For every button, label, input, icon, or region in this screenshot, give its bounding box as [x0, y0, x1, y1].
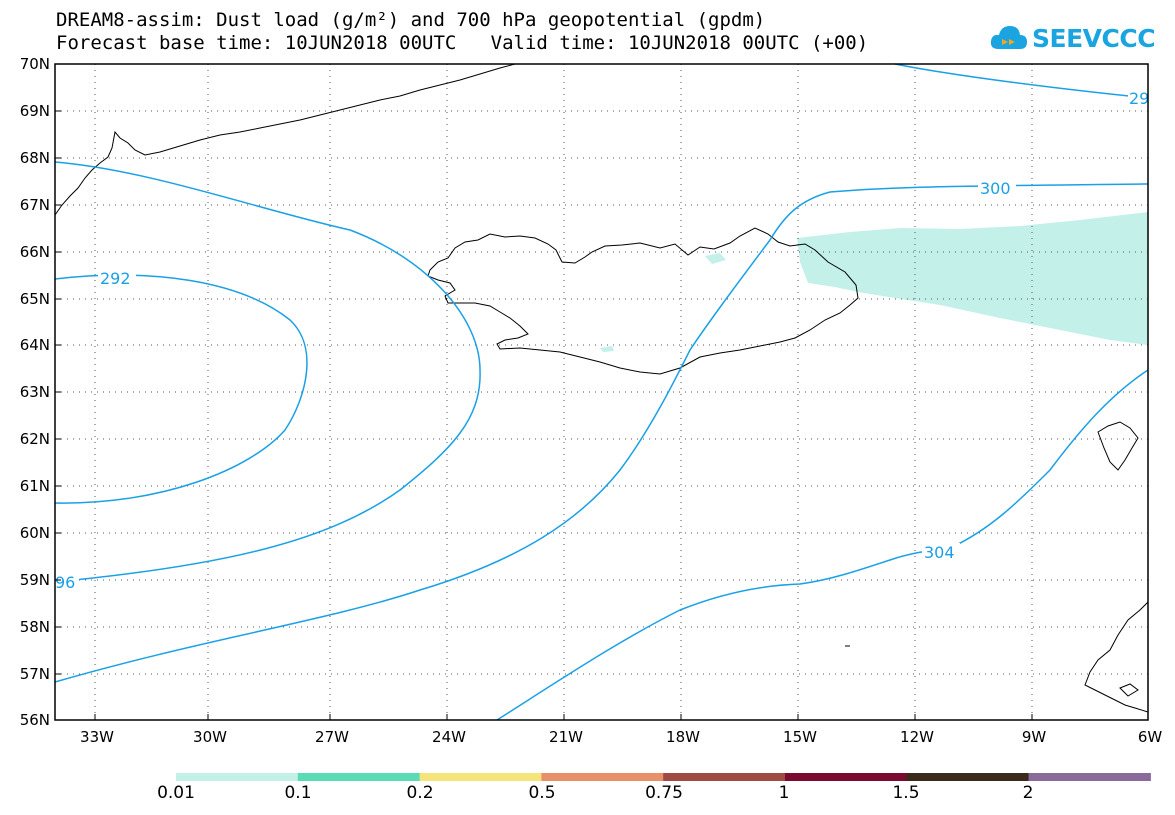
lat-label: 58N	[20, 618, 50, 636]
lon-label: 30W	[193, 728, 227, 746]
scotland-coast	[1084, 601, 1149, 713]
cloud-logo-icon	[990, 26, 1027, 49]
colorbar-label: 0.2	[406, 783, 434, 803]
colorbar	[176, 773, 1151, 781]
colorbar-label: 0.1	[284, 783, 312, 803]
contour-304	[496, 369, 1149, 721]
colorbar-label: 0.5	[528, 783, 556, 803]
lat-label: 69N	[20, 102, 50, 120]
greenland-coast	[54, 63, 516, 216]
lon-label: 15W	[783, 728, 817, 746]
island-coast	[1119, 683, 1139, 697]
lat-label: 67N	[20, 196, 50, 214]
colorbar-swatch	[785, 773, 908, 781]
colorbar-swatch	[419, 773, 542, 781]
colorbar-swatch	[1028, 773, 1151, 781]
contour-labels: 292 96 300 304 29	[55, 89, 1149, 592]
seevccc-logo: SEEVCCC	[990, 20, 1156, 56]
lon-label: 12W	[900, 728, 934, 746]
lon-labels: 33W 30W 27W 24W 21W 18W 15W 12W 9W 6W	[80, 728, 1162, 746]
grid-lines	[55, 64, 1148, 720]
colorbar-swatch	[906, 773, 1030, 781]
lon-label: 21W	[549, 728, 583, 746]
contour-label-292: 292	[100, 269, 131, 288]
coastlines	[54, 63, 1149, 713]
lon-label: 24W	[432, 728, 466, 746]
lon-label: 6W	[1138, 728, 1163, 746]
tick-marks	[55, 110, 1033, 720]
lat-label: 64N	[20, 336, 50, 354]
contour-label-304: 304	[924, 543, 955, 562]
colorbar-label: 0.75	[645, 783, 683, 803]
colorbar-swatch	[176, 773, 299, 781]
lat-label: 70N	[20, 55, 50, 73]
contour-label-300: 300	[980, 179, 1011, 198]
lat-label: 62N	[20, 430, 50, 448]
colorbar-swatch	[663, 773, 786, 781]
colorbar-label: 2	[1022, 783, 1034, 803]
dust-load-spot	[600, 346, 614, 352]
title-line-2: Forecast base time: 10JUN2018 00UTC Vali…	[56, 32, 869, 54]
colorbar-swatch	[541, 773, 664, 781]
colorbar-label: 0.01	[157, 783, 195, 803]
lat-label: 63N	[20, 383, 50, 401]
contour-top	[894, 63, 1149, 99]
lat-label: 61N	[20, 477, 50, 495]
lat-label: 56N	[20, 711, 50, 729]
lat-label: 66N	[20, 243, 50, 261]
iceland-coast	[427, 227, 859, 375]
logo-text: SEEVCCC	[1032, 23, 1156, 53]
dust-load-spot	[705, 253, 726, 264]
lon-label: 27W	[315, 728, 349, 746]
colorbar-swatch	[297, 773, 421, 781]
contour-292-inner	[54, 274, 308, 504]
lat-label: 59N	[20, 571, 50, 589]
contour-296	[54, 161, 481, 583]
colorbar-label: 1.5	[892, 783, 920, 803]
lat-label: 65N	[20, 290, 50, 308]
colorbar-label: 1	[778, 783, 790, 803]
lat-labels: 70N 69N 68N 67N 66N 65N 64N 63N 62N 61N …	[20, 55, 50, 729]
title-line-1: DREAM8-assim: Dust load (g/m²) and 700 h…	[56, 9, 766, 31]
lat-label: 57N	[20, 665, 50, 683]
contour-300-lower	[54, 183, 1149, 683]
lat-label: 60N	[20, 524, 50, 542]
lon-label: 18W	[666, 728, 700, 746]
lat-label: 68N	[20, 149, 50, 167]
faroe-coast	[1097, 421, 1139, 471]
contour-label-29: 29	[1129, 89, 1149, 108]
dust-load-area	[797, 212, 1148, 345]
geopotential-contours	[54, 63, 1149, 721]
lon-label: 9W	[1022, 728, 1047, 746]
lon-label: 33W	[80, 728, 114, 746]
contour-label-296: 96	[55, 573, 75, 592]
